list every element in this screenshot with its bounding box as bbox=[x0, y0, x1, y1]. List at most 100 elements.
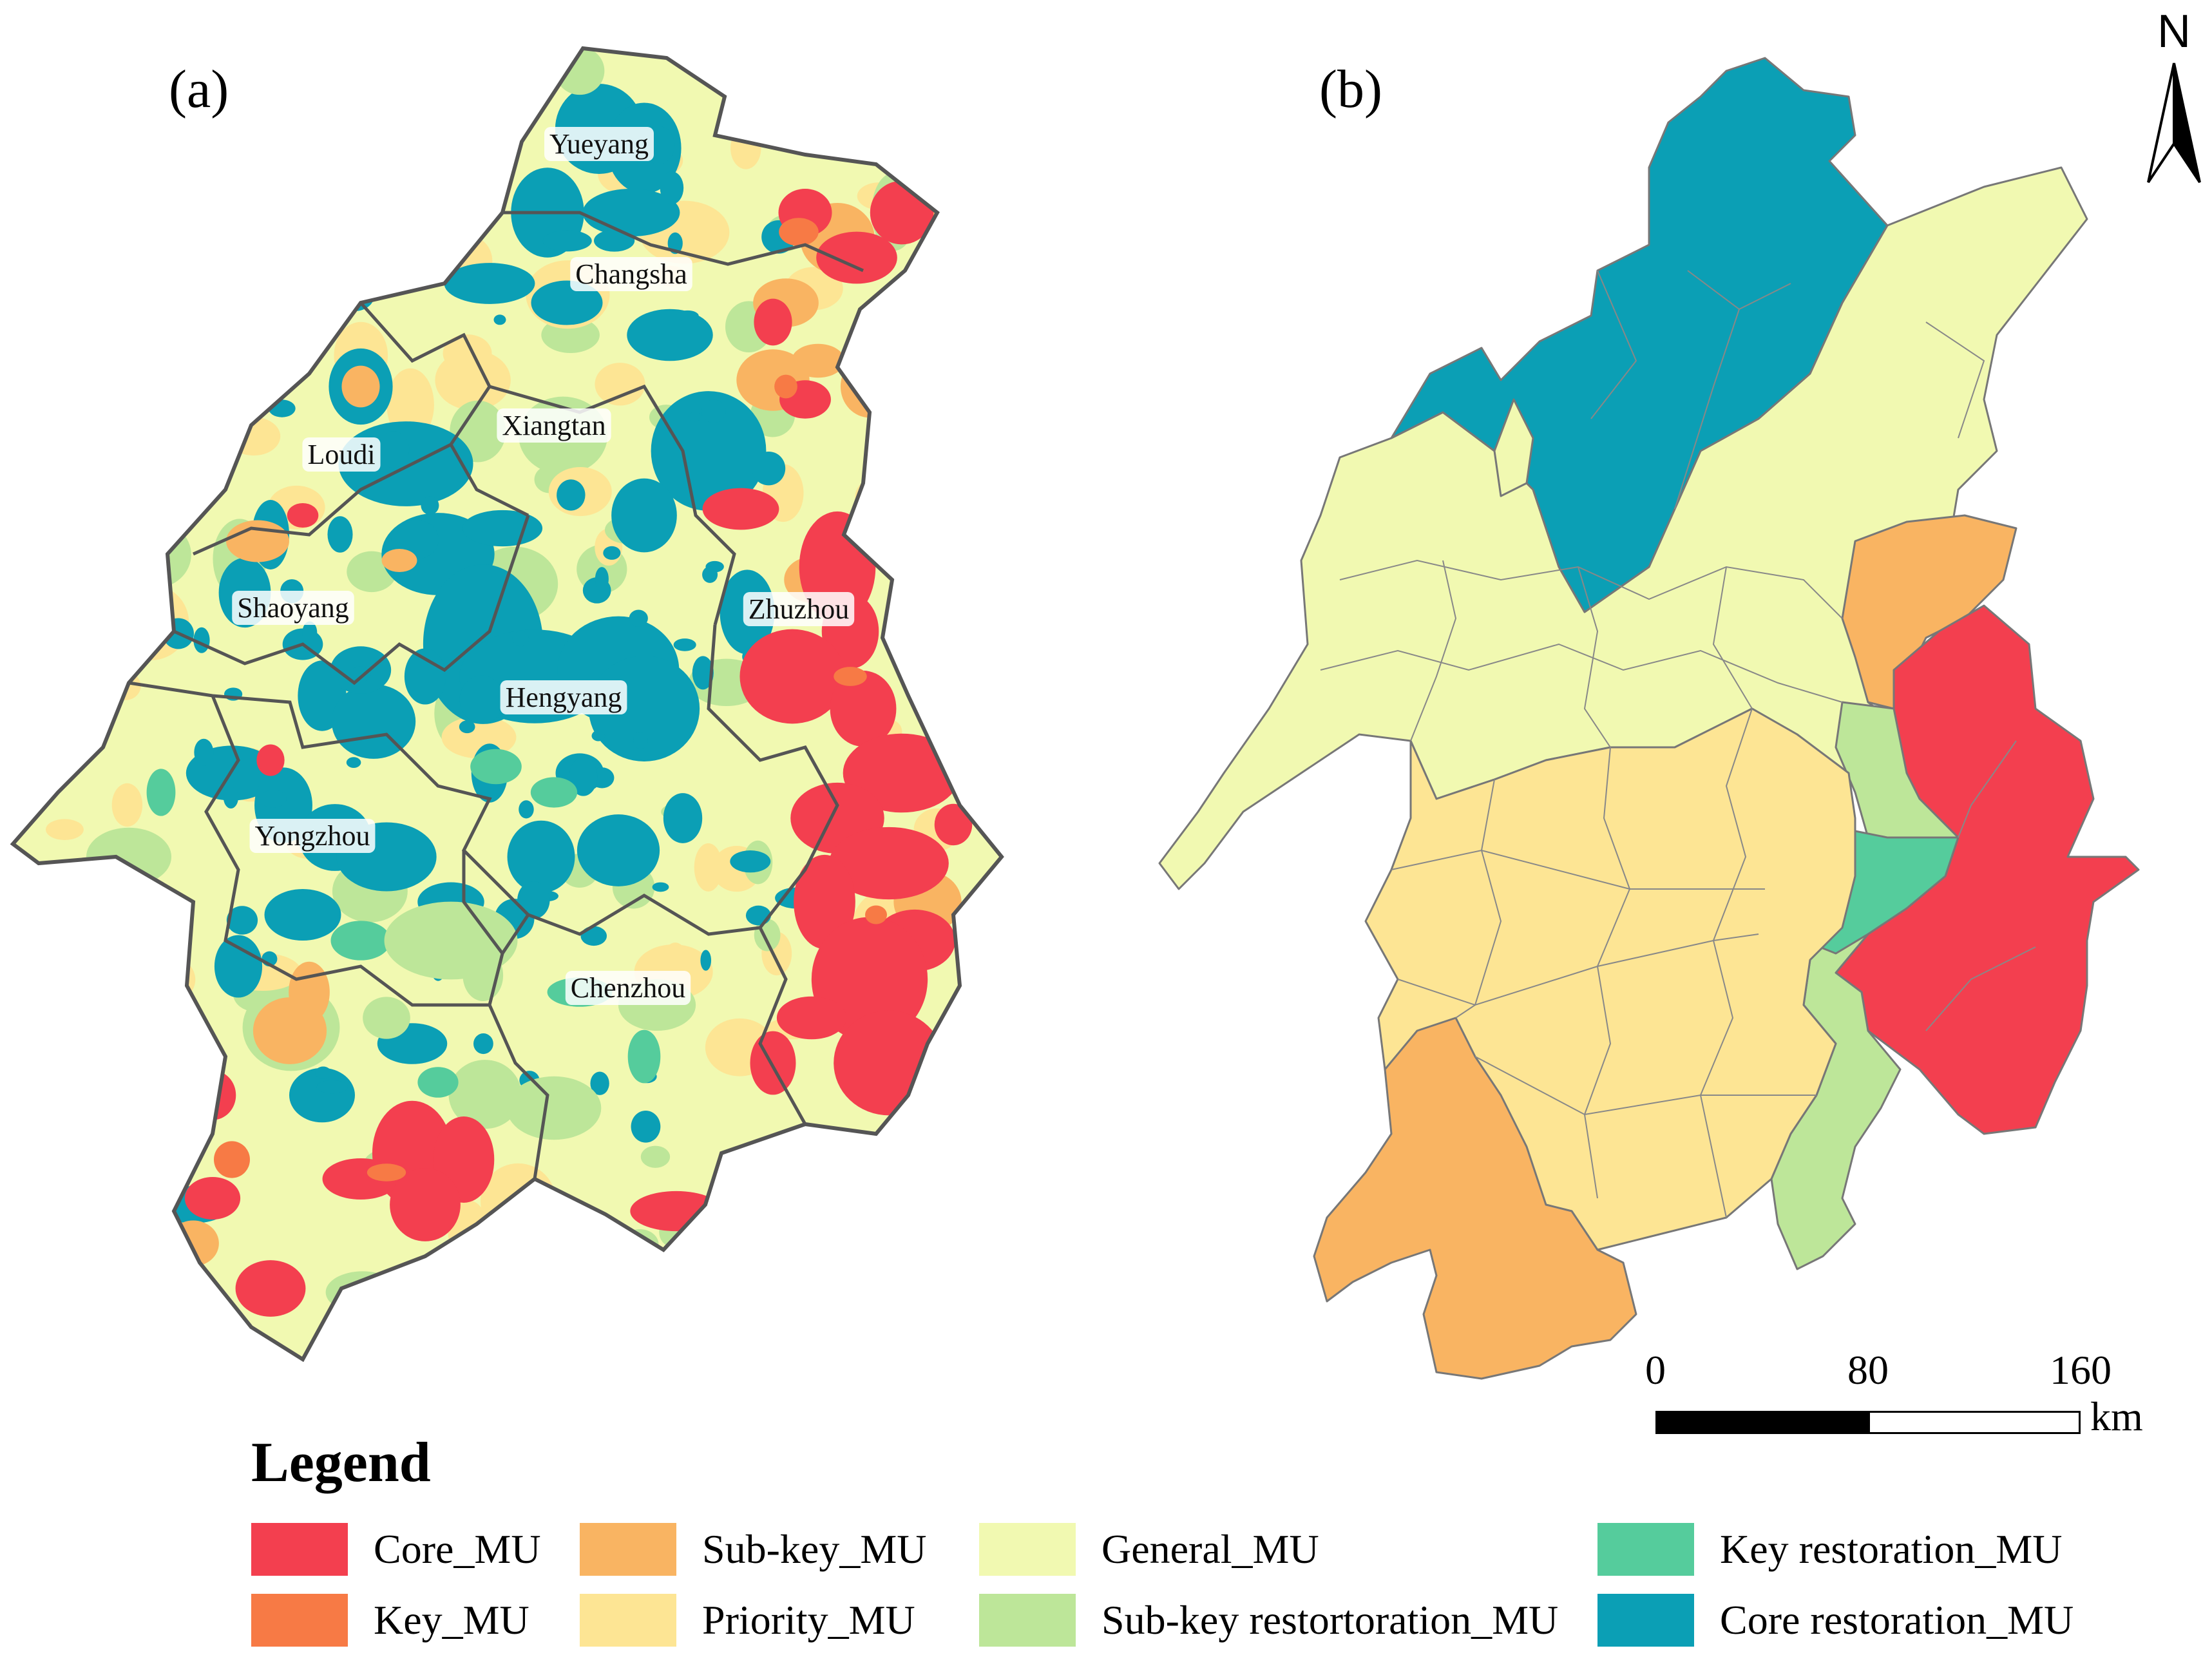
map-a-patch bbox=[350, 666, 371, 683]
map-a-patch bbox=[640, 1145, 671, 1168]
scale-bar-white-segment bbox=[1868, 1411, 2081, 1434]
legend-label: General_MU bbox=[1101, 1526, 1319, 1572]
map-a-patch bbox=[346, 757, 361, 768]
city-label-shaoyang: Shaoyang bbox=[237, 592, 349, 624]
map-a-patch bbox=[603, 546, 621, 560]
panel-b-label: (b) bbox=[1319, 59, 1382, 119]
legend-item-sub-key-restortoration-mu: Sub-key restortoration_MU bbox=[979, 1591, 1558, 1649]
map-a-patch bbox=[843, 733, 961, 813]
north-arrow-icon bbox=[2147, 62, 2201, 184]
map-a-patch bbox=[378, 431, 410, 468]
city-label-xiangtan: Xiangtan bbox=[502, 410, 605, 441]
scale-tick-160: 160 bbox=[2050, 1347, 2112, 1393]
city-label-loudi: Loudi bbox=[307, 439, 375, 470]
map-a-patch bbox=[363, 997, 410, 1039]
region-sub-key-south bbox=[1313, 1017, 1637, 1380]
region-general-notch bbox=[1493, 398, 1534, 497]
map-a-patch bbox=[816, 231, 897, 284]
north-arrow: N bbox=[2139, 5, 2209, 186]
map-a-patch bbox=[184, 1176, 241, 1220]
legend-title: Legend bbox=[251, 1431, 431, 1494]
map-a-patch bbox=[694, 843, 723, 892]
map-a-patch bbox=[46, 819, 84, 840]
map-a-patch bbox=[663, 793, 703, 843]
legend-item-key-restoration-mu: Key restoration_MU bbox=[1597, 1520, 2062, 1578]
north-arrow-label: N bbox=[2157, 6, 2191, 57]
city-label-chenzhou: Chenzhou bbox=[571, 972, 685, 1004]
map-a-patch bbox=[652, 882, 669, 892]
map-a-patch bbox=[774, 374, 797, 399]
map-a-patch bbox=[493, 314, 506, 325]
map-a-patch bbox=[779, 218, 819, 246]
map-a-patch bbox=[830, 671, 897, 747]
map-a-patch bbox=[517, 881, 550, 919]
map-a-patch bbox=[194, 738, 214, 766]
map-a-patch bbox=[754, 298, 792, 346]
legend-swatch bbox=[580, 1523, 676, 1576]
scale-bar: 0 80 160 km bbox=[1636, 1346, 2151, 1449]
legend-swatch bbox=[1597, 1523, 1694, 1576]
map-a-patch bbox=[739, 629, 845, 724]
legend-swatch bbox=[979, 1594, 1076, 1647]
legend-swatch bbox=[251, 1523, 348, 1576]
legend-swatch bbox=[979, 1523, 1076, 1576]
city-label-halo bbox=[500, 680, 627, 714]
map-a-patch bbox=[214, 935, 263, 998]
legend-item-core-restoration-mu: Core restoration_MU bbox=[1597, 1591, 2074, 1649]
map-a-patch bbox=[381, 548, 417, 573]
map-a-patch bbox=[302, 621, 318, 644]
map-a-patch bbox=[444, 263, 535, 304]
map-a-patch bbox=[421, 496, 439, 515]
map-a-patch bbox=[577, 814, 660, 886]
map-a-patch bbox=[676, 310, 699, 321]
legend-label: Core_MU bbox=[374, 1526, 541, 1572]
map-a-patch bbox=[264, 888, 341, 941]
map-a-patch bbox=[253, 997, 327, 1064]
map-a-patch bbox=[390, 1168, 461, 1241]
legend-swatch bbox=[580, 1594, 676, 1647]
city-label-halo bbox=[497, 408, 611, 443]
map-a-patch bbox=[591, 730, 605, 741]
city-label-halo bbox=[232, 591, 354, 625]
map-a-patch bbox=[730, 850, 771, 873]
map-a-patch bbox=[595, 567, 609, 591]
map-a-patch bbox=[417, 1067, 459, 1098]
map-a-patch bbox=[688, 412, 701, 422]
legend-label: Key restoration_MU bbox=[1720, 1526, 2063, 1572]
map-a-patch bbox=[627, 309, 713, 361]
city-label-halo bbox=[544, 127, 654, 161]
map-a-patch bbox=[473, 1033, 493, 1055]
map-a-patch bbox=[256, 744, 285, 776]
map-a-patch bbox=[660, 171, 684, 205]
map-a-patch bbox=[315, 1066, 332, 1080]
map-a-patch bbox=[701, 399, 726, 423]
city-label-halo bbox=[570, 257, 692, 291]
legend-item-general-mu: General_MU bbox=[979, 1520, 1319, 1578]
map-a-patch bbox=[260, 790, 287, 808]
legend-label: Sub-key_MU bbox=[702, 1526, 927, 1572]
legend-label: Sub-key restortoration_MU bbox=[1101, 1597, 1559, 1643]
map-a-patch bbox=[459, 720, 475, 734]
map-a-patch bbox=[700, 950, 712, 971]
map-a-patch bbox=[530, 777, 578, 808]
map-a-patch bbox=[111, 783, 143, 827]
map-a-patch bbox=[569, 757, 598, 796]
city-labels: Yueyang Changsha Xiangtan Loudi Shaoyang Zhuz… bbox=[232, 127, 855, 1005]
map-a-patch bbox=[287, 502, 319, 528]
legend-item-priority-mu: Priority_MU bbox=[580, 1591, 915, 1649]
map-a-patch bbox=[512, 631, 529, 647]
map-a-patch bbox=[223, 787, 238, 808]
map-a-patch bbox=[934, 803, 973, 846]
map-a-patch bbox=[214, 1141, 250, 1178]
map-a-patch bbox=[235, 1260, 306, 1317]
map-a-patch bbox=[470, 749, 522, 785]
scale-unit: km bbox=[2090, 1393, 2143, 1439]
map-b-county-boundaries bbox=[1320, 270, 2036, 1218]
map-a-patch bbox=[595, 363, 645, 406]
map-a-patch bbox=[384, 901, 518, 980]
map-a-patch bbox=[404, 648, 446, 705]
legend-swatch bbox=[251, 1594, 348, 1647]
map-a-patch bbox=[627, 1029, 661, 1084]
